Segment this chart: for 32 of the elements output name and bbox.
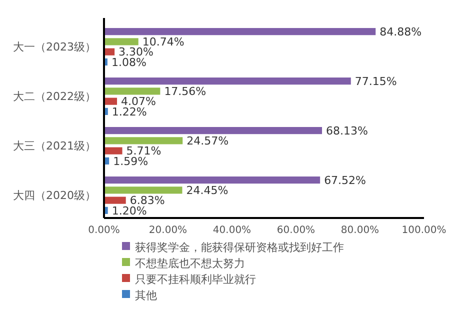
bar [104, 176, 320, 184]
legend-label: 其他 [135, 288, 157, 302]
bar [104, 196, 126, 204]
data-label: 84.88% [380, 25, 422, 38]
bar [104, 38, 138, 46]
bar [104, 78, 351, 85]
data-label: 68.13% [326, 124, 368, 138]
x-tick-label: 100.00% [402, 225, 446, 236]
y-tick-label: 大一（2023级） [13, 40, 96, 54]
bar [104, 186, 182, 194]
bar [104, 127, 322, 134]
legend-label: 不想垫底也不想太努力 [135, 256, 245, 270]
bar [104, 28, 376, 36]
x-tick-label: 60.00% [276, 225, 316, 236]
data-label: 24.45% [186, 184, 228, 198]
x-tick-label: 20.00% [148, 225, 188, 236]
x-tick-label: 0.00% [88, 225, 120, 236]
y-tick-label: 大二（2022级） [13, 90, 96, 104]
data-label: 67.52% [324, 174, 366, 187]
y-tick-label: 大三（2021级） [13, 140, 96, 153]
legend-label: 获得奖学金，能获得保研资格或找到好工作 [135, 240, 344, 254]
x-tick-label: 40.00% [212, 225, 252, 236]
bar [104, 137, 183, 144]
legend-label: 只要不挂科顺利毕业就行 [135, 272, 256, 286]
data-label: 77.15% [354, 74, 397, 88]
y-tick-label: 大四（2020级） [13, 189, 96, 202]
x-tick-label: 80.00% [340, 225, 380, 236]
bar [104, 88, 160, 95]
bar [104, 147, 122, 154]
data-label: 24.57% [186, 134, 229, 148]
bar [104, 98, 118, 105]
data-label: 17.56% [164, 85, 206, 98]
